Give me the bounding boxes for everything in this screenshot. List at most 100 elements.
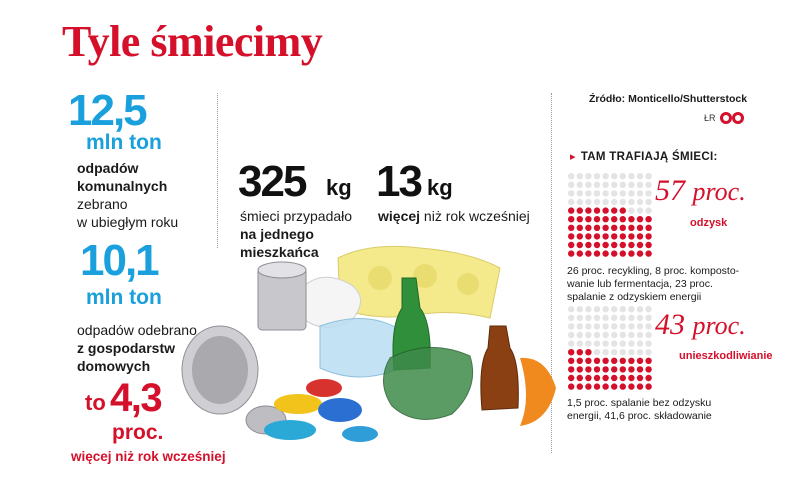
waffle-dot-filled (636, 250, 644, 257)
waffle-dot-filled (576, 241, 583, 249)
waffle-dot-empty (593, 314, 601, 321)
egg-carton-cup (413, 264, 437, 288)
waffle-dot-filled (602, 383, 609, 390)
waffle-dot-empty (585, 190, 592, 197)
waffle-dot-empty (636, 198, 644, 206)
waffle-dot-filled (585, 366, 592, 373)
waffle-dot-empty (636, 331, 644, 339)
waffle-dot-filled (628, 224, 635, 231)
desc-line: mieszkańca (240, 244, 319, 260)
waffle-dot-filled (628, 241, 635, 249)
waffle-dot-filled (611, 250, 618, 257)
waffle-dot-filled (602, 216, 609, 223)
waffle-dot-empty (636, 181, 644, 188)
waffle-dot-filled (568, 207, 575, 214)
desc-line: domowych (77, 358, 151, 374)
waffle-dot-filled (636, 383, 644, 390)
waffle-dot-filled (611, 224, 618, 231)
recovery-label: odzysk (690, 217, 728, 229)
waffle-dot-filled (585, 357, 592, 364)
waffle-dot-empty (628, 207, 635, 214)
waffle-dot-empty (585, 340, 592, 347)
waffle-dot-empty (636, 323, 644, 330)
waffle-dot-empty (585, 331, 592, 339)
desc-rest: niż rok wcześniej (420, 208, 530, 224)
waffle-dot-empty (628, 306, 635, 313)
brown-bottle-shape (480, 325, 519, 411)
waffle-dot-filled (568, 366, 575, 373)
desc-line: zebrano (77, 196, 128, 212)
waffle-dot-filled (611, 233, 618, 240)
stat-increase-value: 4,3 (110, 376, 163, 420)
waffle-dot-filled (576, 349, 583, 356)
waffle-dot-empty (585, 198, 592, 206)
waffle-dot-filled (593, 366, 601, 373)
disposal-unit: proc. (692, 311, 746, 340)
waffle-dot-filled (645, 250, 652, 257)
waffle-dot-filled (585, 250, 592, 257)
waffle-dot-empty (611, 173, 618, 180)
orange-peel-shape (520, 357, 556, 426)
waffle-dot-filled (628, 250, 635, 257)
desc-bold: więcej (378, 208, 421, 224)
waffle-dot-empty (628, 190, 635, 197)
waffle-dot-filled (585, 383, 592, 390)
waffle-dot-empty (568, 190, 575, 197)
kg-increase-desc: więcej niż rok wcześniej (378, 207, 530, 225)
waffle-dot-filled (619, 383, 626, 390)
waffle-dot-empty (585, 306, 592, 313)
stat-waste-collected-value: 12,5 (68, 86, 148, 135)
waffle-dot-empty (576, 181, 583, 188)
waffle-dot-empty (576, 173, 583, 180)
stat-household-unit: mln ton (86, 286, 162, 309)
waffle-dot-filled (576, 383, 583, 390)
waffle-dot-filled (602, 357, 609, 364)
recovery-percent: 57 proc. (655, 174, 746, 208)
waffle-dot-empty (602, 198, 609, 206)
waffle-dot-filled (568, 224, 575, 231)
waffle-dot-empty (602, 331, 609, 339)
waffle-dot-filled (636, 357, 644, 364)
waffle-dot-filled (645, 233, 652, 240)
broken-glass-shape (383, 347, 474, 420)
waffle-dot-empty (628, 198, 635, 206)
waffle-dot-empty (593, 190, 601, 197)
waffle-dot-empty (636, 314, 644, 321)
waffle-dot-filled (585, 241, 592, 249)
waffle-dot-empty (576, 306, 583, 313)
waffle-dot-filled (628, 216, 635, 223)
waffle-dot-filled (645, 224, 652, 231)
waffle-dot-empty (602, 306, 609, 313)
waffle-dot-empty (628, 314, 635, 321)
waffle-dot-empty (628, 340, 635, 347)
waffle-dot-empty (585, 314, 592, 321)
desc-line: z gospodarstw (77, 340, 176, 356)
waffle-dot-empty (568, 340, 575, 347)
kg-per-person-desc: śmieci przypadało na jednego mieszkańca (240, 207, 352, 261)
stat-waste-collected-unit: mln ton (86, 131, 162, 154)
waffle-dot-filled (611, 216, 618, 223)
waffle-dot-empty (576, 190, 583, 197)
waffle-dot-empty (602, 190, 609, 197)
waffle-dot-filled (568, 241, 575, 249)
waffle-dot-filled (619, 224, 626, 231)
waste-pile-illustration (181, 245, 556, 442)
waffle-dot-filled (645, 374, 652, 382)
waffle-dot-filled (593, 374, 601, 382)
waffle-dot-empty (593, 349, 601, 356)
note-line: spalanie z odzyskiem energii (567, 291, 702, 303)
waffle-dot-filled (636, 374, 644, 382)
waffle-dot-empty (636, 349, 644, 356)
waffle-dot-filled (619, 207, 626, 214)
waffle-dot-filled (576, 250, 583, 257)
kg-per-person-unit: kg (326, 175, 352, 200)
waffle-dot-empty (593, 181, 601, 188)
kg-increase-value: 13 (376, 157, 423, 206)
waffle-dot-filled (645, 241, 652, 249)
waffle-dot-filled (636, 241, 644, 249)
waffle-dot-filled (585, 216, 592, 223)
waffle-dot-empty (636, 340, 644, 347)
waffle-dot-filled (593, 241, 601, 249)
waffle-dot-empty (576, 323, 583, 330)
waffle-dot-empty (645, 190, 652, 197)
